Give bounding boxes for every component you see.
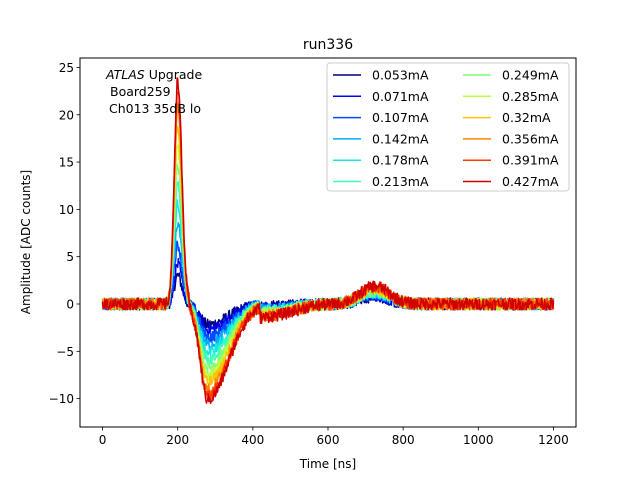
x-tick-label: 200 xyxy=(166,433,189,447)
legend-box xyxy=(326,62,570,192)
x-axis-ticks: 0 200 400 600 800 1000 1200 xyxy=(99,427,569,447)
annotation-upgrade: Upgrade xyxy=(145,67,203,82)
x-tick-label: 800 xyxy=(392,433,415,447)
x-tick-label: 0 xyxy=(99,433,107,447)
y-tick-label: 15 xyxy=(59,156,74,170)
legend-label: 0.249mA xyxy=(502,68,559,83)
y-tick-label: 10 xyxy=(59,203,74,217)
legend-label: 0.071mA xyxy=(372,89,429,104)
legend-entries: 0.053mA 0.071mA 0.107mA 0.142mA 0.178mA 0.213… xyxy=(333,68,559,189)
y-tick-label: 0 xyxy=(66,298,74,312)
annotation-line-3: Ch013 35dB lo xyxy=(109,101,201,116)
series-layer xyxy=(101,77,555,405)
series-line xyxy=(101,77,555,405)
x-tick-label: 1200 xyxy=(538,433,569,447)
y-axis-ticks: −10 −5 0 5 10 15 20 25 xyxy=(49,61,80,406)
y-tick-label: 5 xyxy=(66,250,74,264)
y-tick-label: −10 xyxy=(49,392,74,406)
annotation: ATLAS Upgrade Board259 Ch013 35dB lo xyxy=(105,67,202,116)
legend-label: 0.427mA xyxy=(502,174,559,189)
annotation-atlas: ATLAS xyxy=(105,67,145,82)
legend-label: 0.178mA xyxy=(372,153,429,168)
y-tick-label: 20 xyxy=(59,108,74,122)
legend-label: 0.356mA xyxy=(502,131,559,146)
y-tick-label: −5 xyxy=(56,345,74,359)
y-tick-label: 25 xyxy=(59,61,74,75)
x-tick-label: 400 xyxy=(241,433,264,447)
x-tick-label: 600 xyxy=(317,433,340,447)
x-axis-label: Time [ns] xyxy=(299,457,356,471)
x-tick-label: 1000 xyxy=(463,433,494,447)
y-axis-label: Amplitude [ADC counts] xyxy=(19,170,33,314)
annotation-line-2: Board259 xyxy=(110,84,171,99)
legend-label: 0.142mA xyxy=(372,131,429,146)
legend-label: 0.053mA xyxy=(372,68,429,83)
legend-label: 0.285mA xyxy=(502,89,559,104)
legend-label: 0.32mA xyxy=(502,110,551,125)
annotation-line-1: ATLAS Upgrade xyxy=(105,67,202,82)
legend: 0.053mA 0.071mA 0.107mA 0.142mA 0.178mA 0.213… xyxy=(326,62,570,192)
legend-label: 0.391mA xyxy=(502,153,559,168)
chart-title: run336 xyxy=(303,37,353,53)
legend-label: 0.107mA xyxy=(372,110,429,125)
legend-label: 0.213mA xyxy=(372,174,429,189)
